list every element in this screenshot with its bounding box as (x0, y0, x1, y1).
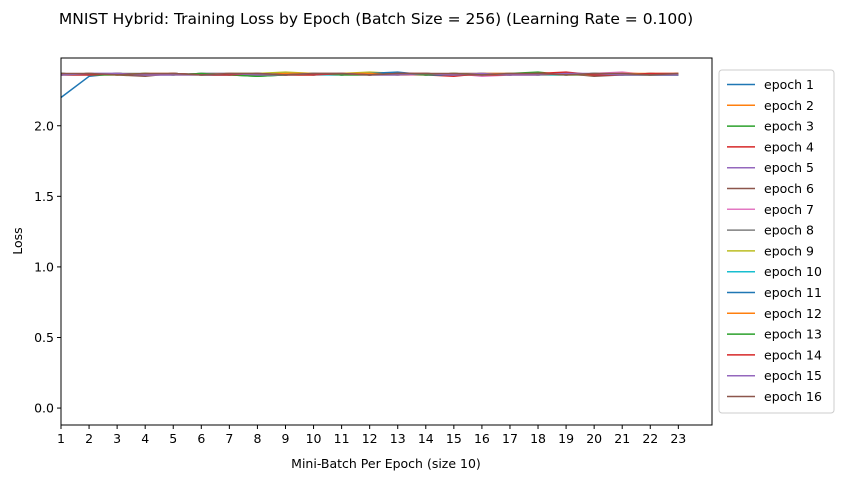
x-tick-label: 5 (169, 431, 177, 446)
legend-label: epoch 11 (764, 285, 822, 300)
x-tick-label: 19 (558, 431, 574, 446)
x-tick-label: 4 (141, 431, 149, 446)
legend: epoch 1 epoch 2 epoch 3 epoch 4 epoch 5 epoch… (718, 69, 835, 414)
y-tick-label: 1.0 (34, 259, 54, 274)
x-tick-label: 9 (282, 431, 290, 446)
y-axis-label: Loss (10, 227, 25, 254)
x-tick-label: 12 (362, 431, 378, 446)
x-tick-label: 11 (334, 431, 350, 446)
legend-box (718, 69, 835, 414)
legend-label: epoch 14 (764, 347, 822, 362)
legend-label: epoch 3 (764, 119, 814, 134)
legend-label: epoch 7 (764, 202, 814, 217)
y-tick-label: 1.5 (34, 189, 54, 204)
legend-label: epoch 5 (764, 160, 814, 175)
legend-label: epoch 6 (764, 181, 814, 196)
legend-label: epoch 10 (764, 264, 822, 279)
x-tick-label: 21 (614, 431, 630, 446)
x-tick-label: 20 (586, 431, 602, 446)
y-tick-label: 0.0 (34, 401, 54, 416)
x-tick-label: 3 (113, 431, 121, 446)
x-tick-label: 13 (390, 431, 406, 446)
legend-label: epoch 4 (764, 139, 814, 154)
x-tick-label: 8 (253, 431, 261, 446)
x-tick-label: 7 (225, 431, 233, 446)
x-axis: 1 2 3 4 5 6 7 8 9 10 11 12 13 14 15 16 17 18 19 20 21 22 23 (57, 425, 686, 446)
x-tick-label: 1 (57, 431, 65, 446)
series-line-epoch-1 (60, 72, 679, 99)
x-tick-label: 16 (474, 431, 490, 446)
legend-label: epoch 12 (764, 306, 822, 321)
x-tick-label: 6 (197, 431, 205, 446)
legend-label: epoch 16 (764, 389, 822, 404)
x-tick-label: 2 (85, 431, 93, 446)
x-tick-label: 17 (502, 431, 518, 446)
y-tick-label: 2.0 (34, 118, 54, 133)
legend-label: epoch 8 (764, 223, 814, 238)
legend-label: epoch 15 (764, 368, 822, 383)
x-axis-label: Mini-Batch Per Epoch (size 10) (291, 456, 481, 471)
x-tick-label: 15 (446, 431, 462, 446)
y-axis: 0.0 0.5 1.0 1.5 2.0 (34, 118, 61, 416)
x-tick-label: 18 (530, 431, 546, 446)
series-line-epoch-16 (61, 72, 679, 76)
legend-label: epoch 9 (764, 243, 814, 258)
legend-label: epoch 13 (764, 327, 822, 342)
x-tick-label: 23 (670, 431, 686, 446)
x-tick-label: 14 (418, 431, 434, 446)
x-tick-label: 10 (306, 431, 322, 446)
legend-label: epoch 2 (764, 98, 814, 113)
legend-label: epoch 1 (764, 77, 814, 92)
chart-title: MNIST Hybrid: Training Loss by Epoch (Ba… (59, 10, 693, 28)
axes-frame (60, 57, 713, 426)
x-tick-label: 22 (642, 431, 658, 446)
plot-area (60, 71, 679, 99)
y-tick-label: 0.5 (34, 330, 54, 345)
